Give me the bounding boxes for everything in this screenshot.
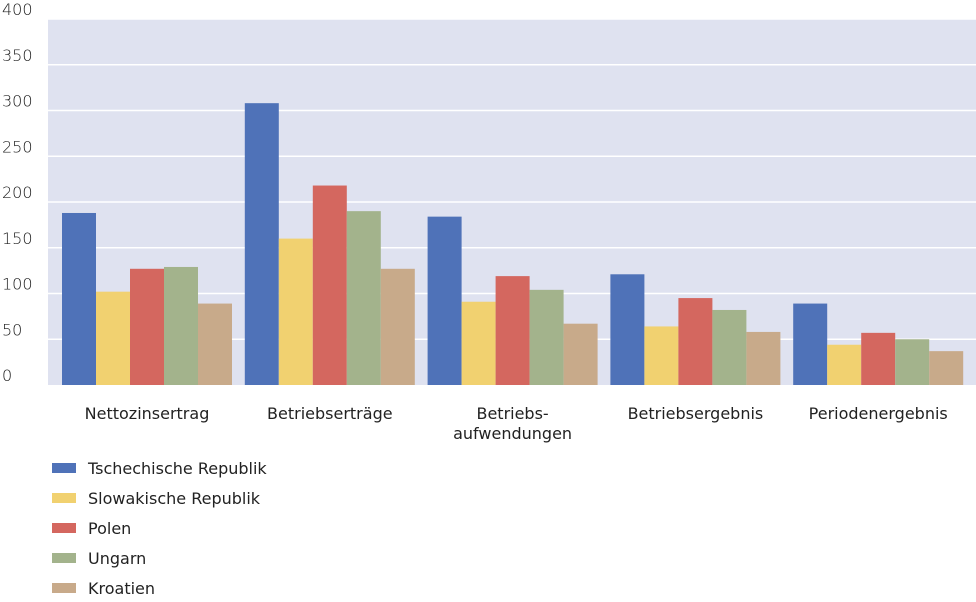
bar-2-1 [312, 185, 347, 385]
legend-label: Tschechische Republik [87, 459, 267, 478]
y-tick-label: 50 [2, 320, 22, 339]
bar-4-3 [746, 331, 781, 385]
legend-swatch-1 [52, 493, 76, 503]
bar-0-1 [244, 103, 279, 386]
legend-swatch-2 [52, 523, 76, 533]
bar-2-3 [678, 298, 713, 385]
bar-0-4 [793, 303, 828, 385]
category-label: Nettozinsertrag [85, 404, 210, 423]
legend-label: Ungarn [88, 549, 146, 568]
category-label: Betriebserträge [267, 404, 393, 423]
category-label: Betriebs- [476, 404, 548, 423]
category-label: Betriebsergebnis [628, 404, 764, 423]
y-tick-label: 150 [2, 229, 33, 248]
legend-swatch-4 [52, 583, 76, 593]
category-label: aufwendungen [453, 424, 572, 443]
y-tick-label: 100 [2, 275, 33, 294]
y-tick-label: 200 [2, 183, 33, 202]
y-tick-label: 0 [2, 366, 12, 385]
bar-4-4 [929, 351, 964, 385]
bar-1-1 [278, 238, 313, 385]
bar-3-4 [895, 339, 930, 385]
legend-label: Kroatien [88, 579, 155, 598]
bar-4-2 [563, 323, 598, 385]
y-tick-label: 400 [2, 0, 33, 19]
bar-1-2 [461, 301, 496, 385]
bar-0-0 [62, 212, 96, 385]
bar-2-0 [130, 268, 164, 385]
bar-4-0 [198, 303, 232, 385]
bar-4-1 [380, 268, 415, 385]
legend-label: Slowakische Republik [88, 489, 261, 508]
bar-1-3 [644, 326, 679, 385]
bar-3-2 [529, 289, 564, 385]
bar-0-2 [427, 216, 462, 385]
bar-2-2 [495, 276, 530, 385]
bar-0-3 [610, 274, 645, 385]
bar-3-3 [712, 309, 747, 385]
bar-1-4 [827, 344, 862, 385]
legend-label: Polen [88, 519, 131, 538]
category-label: Periodenergebnis [809, 404, 948, 423]
y-tick-label: 250 [2, 137, 33, 156]
bar-1-0 [96, 291, 130, 385]
legend-swatch-3 [52, 553, 76, 563]
bar-3-0 [164, 266, 198, 385]
y-tick-label: 300 [2, 92, 33, 111]
y-tick-label: 350 [2, 46, 33, 65]
legend-swatch-0 [52, 463, 76, 473]
bar-2-4 [861, 332, 896, 385]
bar-3-1 [346, 211, 381, 385]
